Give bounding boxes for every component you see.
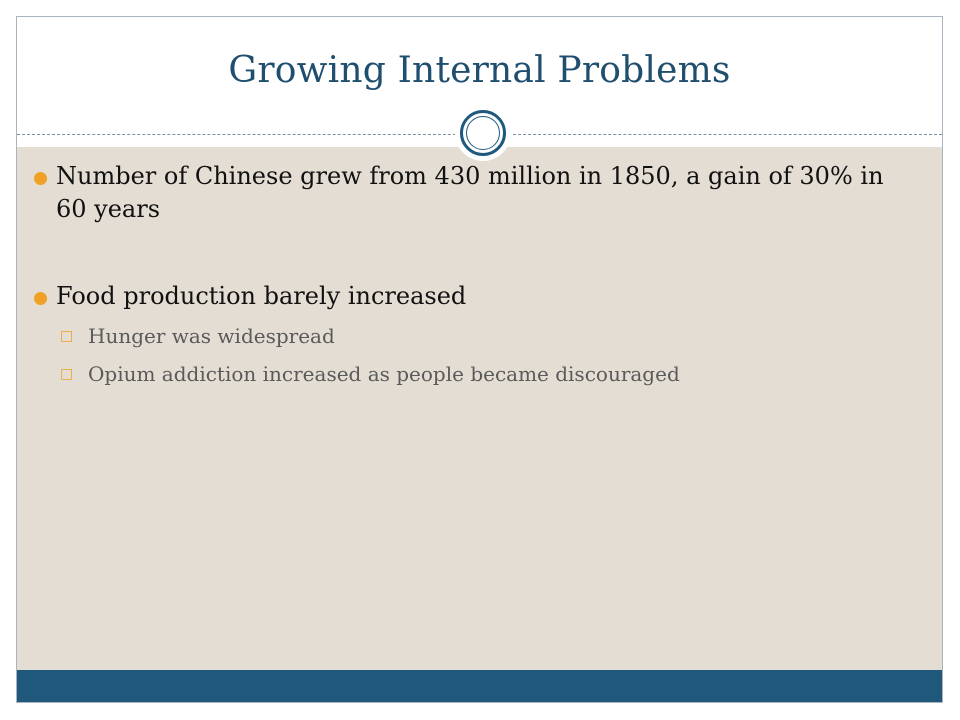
- bullet-item: Food production barely increased: [30, 280, 910, 313]
- slide-title: Growing Internal Problems: [228, 50, 731, 91]
- bullet-item: Number of Chinese grew from 430 million …: [30, 160, 910, 226]
- bullet-list: Number of Chinese grew from 430 million …: [30, 160, 910, 389]
- sub-bullet-item: □ Opium addiction increased as people be…: [30, 359, 910, 389]
- content-area: [17, 147, 942, 672]
- footer-bar: [17, 670, 942, 702]
- filled-circle-bullet-icon: [34, 172, 47, 185]
- bullet-text: Food production barely increased: [56, 282, 467, 310]
- slide-frame: Growing Internal Problems: [16, 16, 943, 703]
- sub-bullet-text: Opium addiction increased as people beca…: [88, 362, 680, 386]
- hollow-box-bullet-icon: □: [60, 366, 74, 382]
- sub-bullet-text: Hunger was widespread: [88, 324, 335, 348]
- hollow-box-bullet-icon: □: [60, 328, 74, 344]
- circle-ornament-inner-ring: [466, 116, 500, 150]
- bullet-text: Number of Chinese grew from 430 million …: [56, 162, 884, 223]
- circle-ornament-icon: [455, 105, 511, 161]
- sub-bullet-item: □ Hunger was widespread: [30, 321, 910, 351]
- circle-ornament-outer-ring: [460, 110, 506, 156]
- filled-circle-bullet-icon: [34, 292, 47, 305]
